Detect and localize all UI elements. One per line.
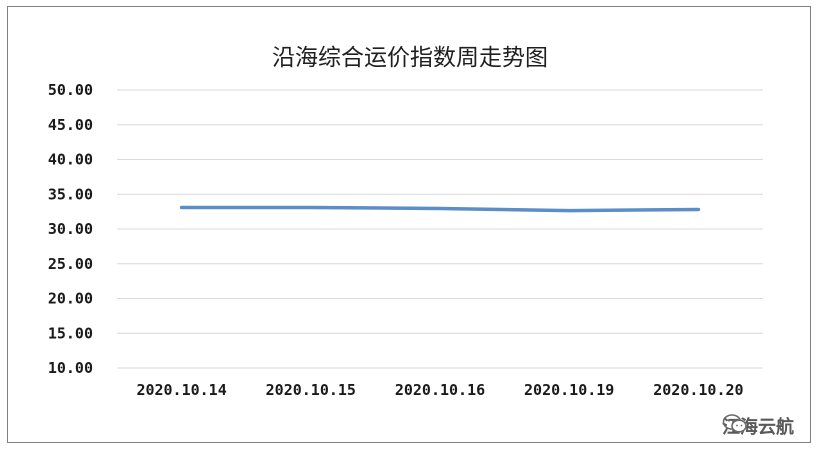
x-tick-label: 2020.10.15 [266,381,356,399]
y-tick-label: 15.00 [48,324,93,342]
y-tick-label: 40.00 [48,151,93,169]
x-tick-label: 2020.10.20 [653,381,743,399]
y-tick-label: 25.00 [48,255,93,273]
wechat-icon [722,414,747,433]
y-tick-label: 20.00 [48,290,93,308]
y-tick-label: 30.00 [48,220,93,238]
x-tick-label: 2020.10.19 [524,381,614,399]
y-tick-label: 10.00 [48,359,93,377]
y-tick-label: 45.00 [48,116,93,134]
chart-title: 沿海综合运价指数周走势图 [272,45,548,71]
series-line [179,205,701,213]
y-tick-label: 50.00 [48,81,93,99]
chart-frame [7,6,811,443]
x-tick-label: 2020.10.16 [395,381,485,399]
x-tick-label: 2020.10.14 [136,381,226,399]
y-tick-label: 35.00 [48,185,93,203]
watermark: 江海云航 [722,413,794,439]
